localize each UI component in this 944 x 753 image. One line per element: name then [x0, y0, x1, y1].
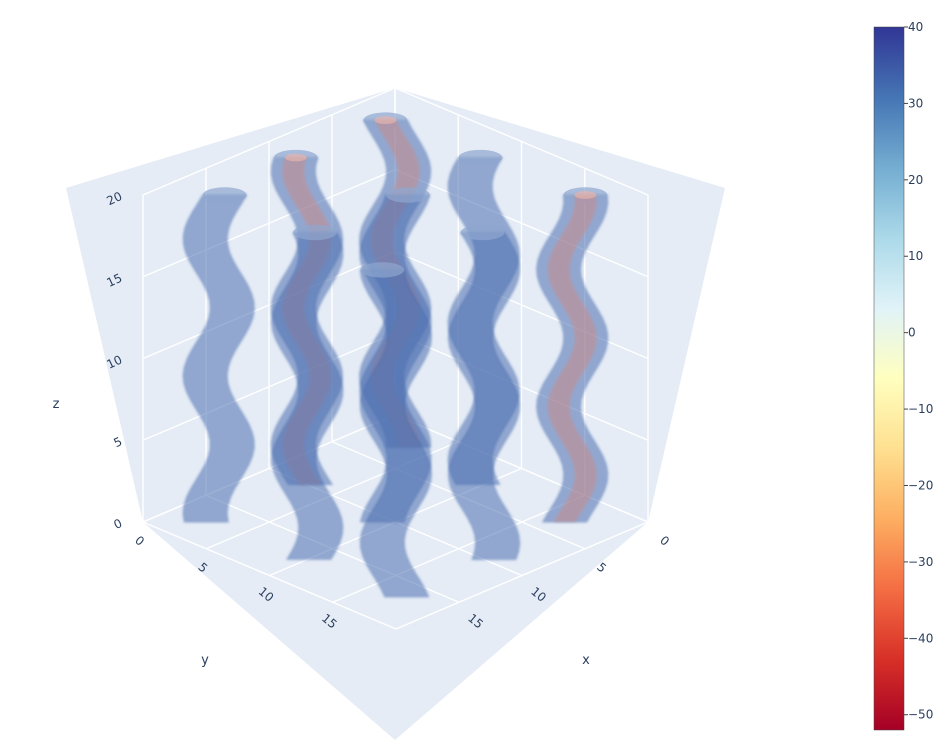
- y-axis-title: y: [201, 653, 209, 668]
- colorbar-tick-label: −50: [908, 708, 933, 722]
- tube-cap: [574, 191, 597, 199]
- z-tick-label: 20: [105, 189, 125, 208]
- tube-outer-surface: [182, 194, 255, 523]
- tube-cap: [374, 116, 397, 124]
- colorbar-tick-label: −20: [908, 478, 933, 492]
- grid-line: [142, 250, 396, 360]
- x-axis-title: x: [582, 653, 590, 668]
- colorbar-tick-label: 0: [908, 326, 916, 340]
- grid-line: [142, 169, 396, 278]
- grid-line: [395, 521, 649, 630]
- tube-cap: [202, 187, 247, 203]
- colorbar-ticks: 40 30 20 10 0 −10 −20 −30 −40 −50: [904, 20, 933, 722]
- colorbar: 40 30 20 10 0 −10 −20 −30 −40 −50: [873, 20, 933, 731]
- colorbar-tick-label: 30: [908, 96, 923, 110]
- tube-cap: [385, 187, 430, 203]
- z-tick-label: 10: [105, 353, 125, 372]
- tubes: [182, 112, 609, 598]
- y-tick-label: 0: [132, 533, 147, 549]
- x-tick-label: 0: [657, 533, 672, 549]
- colorbar-tick-label: 10: [908, 249, 923, 263]
- grid-line: [394, 87, 649, 196]
- tube-cap: [460, 224, 505, 241]
- z-tick-label: 15: [105, 271, 125, 290]
- colorbar-tick-label: 20: [908, 173, 923, 187]
- grid-line: [142, 521, 397, 630]
- tube-cap: [284, 153, 307, 162]
- tube-cap: [292, 224, 337, 241]
- colorbar-tick-label: −30: [908, 555, 933, 569]
- tube-outer-surface: [271, 232, 344, 560]
- z-axis-title: z: [53, 397, 60, 412]
- grid-line: [332, 494, 586, 603]
- grid-line: [142, 87, 396, 196]
- z-tick-label: 0: [111, 516, 124, 532]
- colorbar-bar: [873, 26, 905, 731]
- tube-inner-surface: [547, 195, 597, 522]
- tube-cap: [458, 149, 503, 166]
- grid-line: [394, 169, 649, 278]
- z-tick-label: 5: [111, 434, 124, 450]
- tube-cap: [360, 262, 405, 278]
- tube-outer-surface: [447, 231, 521, 560]
- colorbar-tick-label: 40: [908, 20, 923, 34]
- colorbar-tick-label: −10: [908, 402, 933, 416]
- colorbar-tick-label: −40: [908, 631, 933, 645]
